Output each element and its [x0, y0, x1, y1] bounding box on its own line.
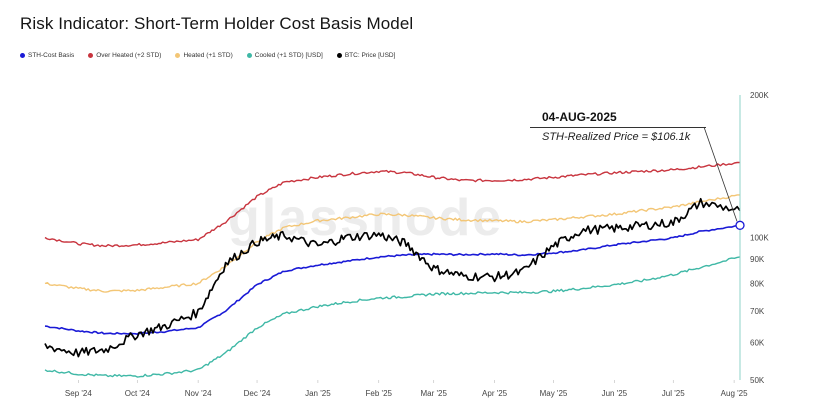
- legend-marker-overheated: [88, 53, 94, 58]
- legend-item-cooled[interactable]: Cooled (+1 STD) [USD]: [246, 52, 323, 59]
- y-tick-label: 90K: [750, 255, 765, 264]
- legend-label-sth: STH-Cost Basis: [28, 52, 75, 59]
- btc-price-line: [44, 197, 741, 358]
- legend-item-price[interactable]: BTC: Price [USD]: [336, 52, 396, 59]
- x-tick-label: Apr '25: [482, 389, 508, 398]
- x-tick-label: Sep '24: [65, 389, 92, 398]
- legend-item-heated[interactable]: Heated (+1 STD): [175, 52, 233, 59]
- legend-label-cooled: Cooled (+1 STD) [USD]: [254, 52, 323, 59]
- y-tick-label: 50K: [750, 376, 765, 385]
- legend-label-heated: Heated (+1 STD): [183, 52, 233, 59]
- x-tick-label: Feb '25: [366, 389, 393, 398]
- legend-item-sth[interactable]: STH-Cost Basis: [20, 52, 74, 59]
- sth-cost-basis-line: [44, 224, 741, 335]
- overheated-band-line: [44, 161, 740, 248]
- x-tick-label: May '25: [540, 389, 568, 398]
- x-tick-label: Dec '24: [244, 389, 271, 398]
- x-tick-label: Aug '25: [721, 389, 748, 398]
- x-tick-label: Jul '25: [662, 389, 685, 398]
- legend-marker-cooled: [246, 53, 252, 58]
- sth-latest-marker: [735, 220, 745, 230]
- y-tick-label: 60K: [750, 339, 765, 348]
- legend-label-overheated: Over Heated (+2 STD): [96, 52, 162, 59]
- legend-item-overheated[interactable]: Over Heated (+2 STD): [88, 52, 161, 59]
- y-tick-label: 100K: [750, 234, 769, 243]
- annotation-leader-line: [703, 126, 738, 222]
- annotation-box: 04-AUG-2025 STH-Realized Price = $106.1k: [530, 110, 706, 143]
- legend-marker-price: [336, 53, 342, 58]
- chart-title: Risk Indicator: Short-Term Holder Cost B…: [20, 14, 414, 33]
- annotation-date: 04-AUG-2025: [542, 110, 617, 124]
- legend-label-price: BTC: Price [USD]: [344, 52, 396, 59]
- x-tick-label: Mar '25: [421, 389, 448, 398]
- heated-band-line: [44, 194, 740, 293]
- y-tick-label: 80K: [750, 279, 765, 288]
- cooled-band-line: [44, 256, 741, 378]
- legend-marker-heated: [175, 53, 181, 58]
- annotation-label: STH-Realized Price = $106.1k: [542, 131, 691, 143]
- legend-marker-sth: [20, 53, 25, 58]
- x-tick-label: Jun '25: [602, 389, 628, 398]
- legend: STH-Cost Basis Over Heated (+2 STD) Heat…: [20, 52, 395, 59]
- x-tick-label: Nov '24: [185, 389, 212, 398]
- annotation-underline: [530, 127, 706, 128]
- y-tick-label: 70K: [750, 307, 765, 316]
- x-tick-label: Jan '25: [305, 389, 331, 398]
- x-tick-label: Oct '24: [125, 389, 151, 398]
- y-tick-label: 200K: [750, 91, 769, 100]
